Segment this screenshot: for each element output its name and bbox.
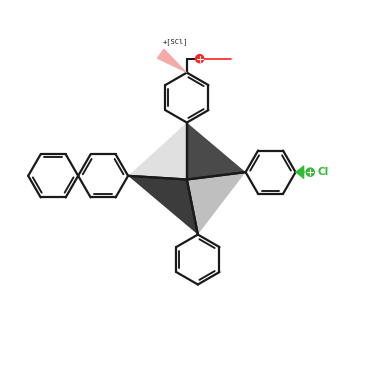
Circle shape bbox=[195, 54, 205, 63]
Circle shape bbox=[306, 167, 315, 177]
Polygon shape bbox=[157, 49, 187, 73]
Text: Cl: Cl bbox=[317, 167, 329, 177]
Polygon shape bbox=[296, 165, 304, 179]
Polygon shape bbox=[128, 122, 187, 179]
Text: +[SCl]: +[SCl] bbox=[162, 38, 188, 45]
Polygon shape bbox=[128, 176, 198, 235]
Polygon shape bbox=[187, 172, 246, 235]
Polygon shape bbox=[187, 122, 246, 179]
